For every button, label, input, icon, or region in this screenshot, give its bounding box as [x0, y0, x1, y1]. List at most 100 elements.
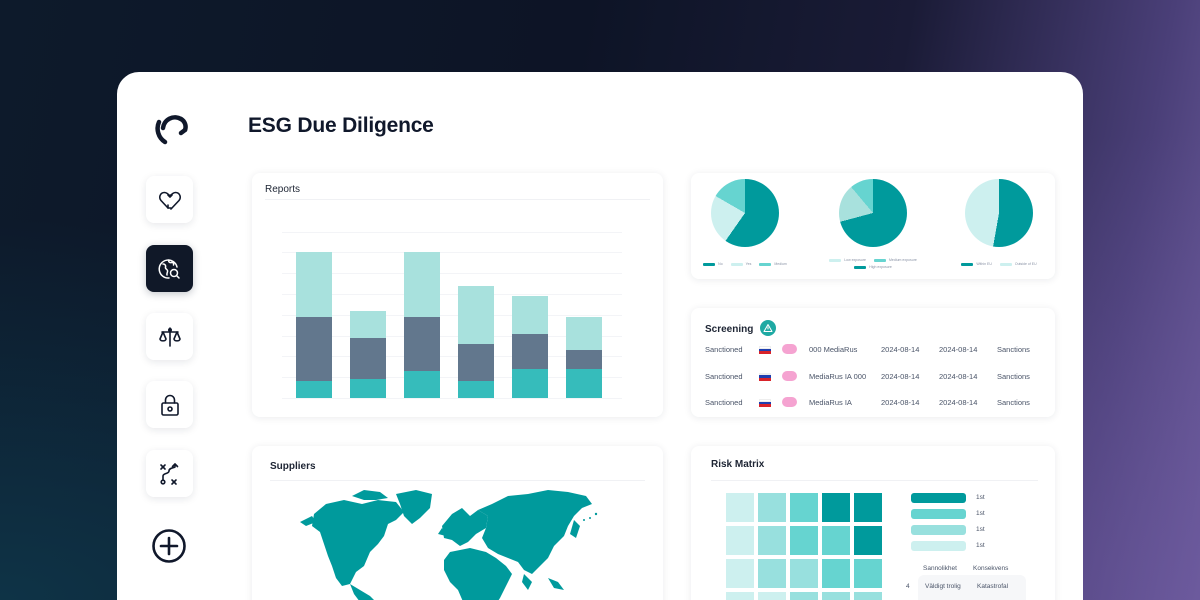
gridline: [282, 294, 622, 295]
sidebar-item-heart-cycle[interactable]: [146, 176, 193, 223]
table-header-probability: Sannolikhet: [923, 565, 957, 572]
bar-segment: [566, 316, 602, 351]
screening-list: Sanctions: [997, 371, 1030, 381]
bar-segment: [404, 252, 440, 317]
bar-segment: [566, 350, 602, 369]
screening-title: Screening: [705, 324, 754, 335]
gridline: [282, 252, 622, 254]
screening-date2: 2024-08-14: [939, 345, 978, 354]
legend-label: High exposure: [869, 265, 892, 269]
pie2-legend: Low exposure Medium exposure High exposu…: [813, 258, 933, 269]
reports-card: Reports: [252, 173, 663, 417]
risk-level-count: 1st: [976, 526, 985, 533]
row-index: 4: [906, 583, 910, 590]
risk-level-count: 1st: [976, 510, 985, 517]
stacked-bar[interactable]: [512, 296, 548, 398]
strategy-route-icon: [159, 462, 178, 485]
legend-label: Within EU: [976, 262, 992, 266]
risk-cell[interactable]: [790, 493, 818, 522]
screening-list: Sanctions: [997, 345, 1030, 354]
reports-bar-chart: [252, 173, 663, 417]
reports-title: Reports: [265, 184, 301, 195]
sidebar-item-lock[interactable]: [146, 381, 193, 428]
risk-cell[interactable]: [822, 559, 850, 588]
scales-icon: [158, 326, 181, 347]
risk-level-bar: [911, 525, 966, 535]
sidebar-item-scales[interactable]: [146, 313, 193, 360]
legend-label: Outside of EU: [1014, 262, 1037, 266]
gridline: [282, 314, 622, 316]
stacked-bar[interactable]: [566, 316, 602, 398]
risk-cell[interactable]: [726, 559, 754, 588]
stacked-bar[interactable]: [350, 310, 386, 398]
screening-list: Sanctions: [997, 398, 1030, 407]
risk-cell[interactable]: [758, 559, 786, 588]
screening-date1: 2024-08-14: [881, 398, 920, 407]
app-window: ESG Due Diligence: [117, 72, 1083, 600]
risk-cell[interactable]: [790, 526, 818, 555]
screening-card: Screening Sanctioned 000 MediaRus 2024-08-…: [691, 308, 1055, 417]
bar-segment: [350, 379, 386, 398]
pie-chart-3: [965, 179, 1033, 247]
screening-row[interactable]: Sanctioned MediaRus IA 000 2024-08-14 2024-…: [705, 370, 1045, 384]
screening-name: MediaRus IA 000: [809, 371, 867, 381]
risk-cell[interactable]: [758, 526, 786, 555]
bar-segment: [512, 368, 548, 398]
stacked-bar[interactable]: [296, 252, 332, 398]
legend-label: No: [718, 262, 723, 266]
risk-cell[interactable]: [822, 493, 850, 522]
screening-name: 000 MediaRus: [809, 345, 858, 354]
screening-date1: 2024-08-14: [881, 345, 920, 354]
risk-level-bar: [911, 509, 966, 519]
suppliers-card: Suppliers: [252, 446, 663, 600]
bar-segment: [350, 337, 386, 380]
sidebar-item-globe-search[interactable]: [146, 245, 193, 292]
probability-value: Väldigt trolig: [925, 583, 961, 590]
risk-cell[interactable]: [854, 526, 882, 555]
bar-segment: [296, 316, 332, 382]
world-map: [300, 490, 598, 600]
bar-segment: [296, 252, 332, 317]
risk-cell[interactable]: [726, 526, 754, 555]
screening-name: MediaRus IA: [809, 398, 852, 407]
bar-segment: [404, 316, 440, 371]
pie-charts-card: No Yes Medium Low exposure Medium exposu…: [691, 173, 1055, 279]
risk-cell[interactable]: [758, 493, 786, 522]
add-button[interactable]: [151, 528, 187, 564]
divider: [265, 199, 650, 200]
risk-cell[interactable]: [822, 526, 850, 555]
sidebar-item-strategy-route[interactable]: [146, 450, 193, 497]
divider: [711, 480, 1038, 481]
screening-row[interactable]: Sanctioned MediaRus IA 2024-08-14 2024-08-1…: [705, 396, 1045, 410]
risk-cell[interactable]: [854, 493, 882, 522]
screening-date2: 2024-08-14: [939, 398, 978, 407]
gridline: [282, 377, 622, 379]
warning-badge[interactable]: [760, 320, 776, 336]
risk-cell[interactable]: [790, 592, 818, 600]
status-pill: [782, 344, 797, 354]
risk-cell[interactable]: [758, 592, 786, 600]
risk-cell[interactable]: [790, 559, 818, 588]
gridline: [282, 356, 622, 358]
risk-cell[interactable]: [854, 592, 882, 600]
stacked-bar[interactable]: [404, 252, 440, 398]
russia-flag-icon: [759, 346, 771, 355]
risk-table-row[interactable]: [918, 575, 1026, 600]
bar-segment: [458, 285, 494, 344]
globe-search-icon: [157, 258, 180, 279]
risk-level-count: 1st: [976, 494, 985, 501]
screening-status: Sanctioned: [705, 345, 743, 354]
pie-chart-1: [711, 179, 779, 247]
page-title: ESG Due Diligence: [248, 114, 434, 137]
divider: [270, 480, 645, 481]
bar-segment: [350, 310, 386, 338]
risk-cell[interactable]: [854, 559, 882, 588]
risk-level-bar: [911, 493, 966, 503]
risk-cell[interactable]: [726, 493, 754, 522]
screening-date1: 2024-08-14: [881, 371, 920, 381]
risk-cell[interactable]: [726, 592, 754, 600]
screening-row[interactable]: Sanctioned 000 MediaRus 2024-08-14 2024-08-…: [705, 343, 1045, 357]
screening-date2: 2024-08-14: [939, 371, 978, 381]
stacked-bar[interactable]: [458, 285, 494, 398]
risk-cell[interactable]: [822, 592, 850, 600]
